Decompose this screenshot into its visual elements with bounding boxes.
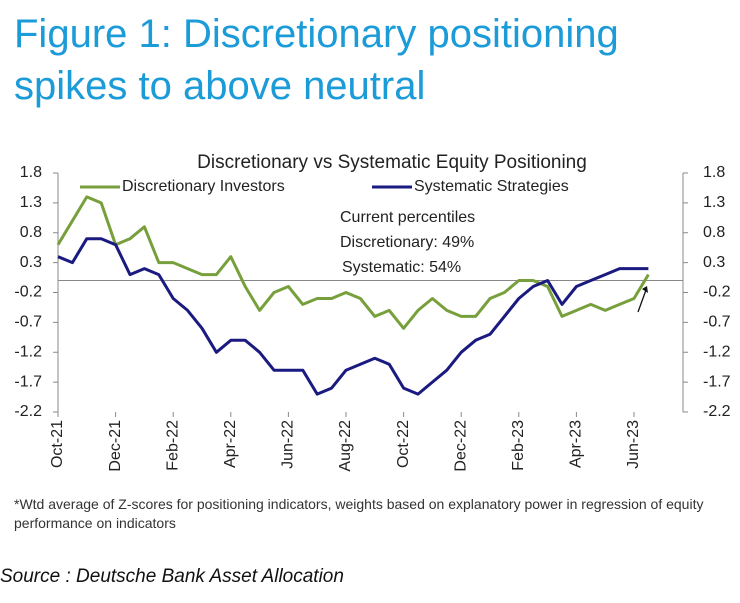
y2-tick-label: -2.2 xyxy=(703,403,731,420)
x-tick-label: Jun-23 xyxy=(625,420,642,469)
y2-tick-label: 1.8 xyxy=(703,164,725,181)
series-line xyxy=(57,237,649,396)
x-tick-label: Oct-22 xyxy=(395,420,412,468)
y-tick-label: 0.8 xyxy=(20,224,42,241)
y2-tick-label: -1.2 xyxy=(703,343,731,360)
y2-tick-label: 0.8 xyxy=(703,224,725,241)
y2-tick-label: -0.2 xyxy=(703,284,731,301)
annotation: Current percentiles xyxy=(340,209,475,226)
series-line xyxy=(56,195,650,330)
y2-tick-label: 0.3 xyxy=(703,254,725,271)
x-tick-label: Dec-21 xyxy=(107,420,124,472)
y-tick-label: -0.2 xyxy=(14,284,42,301)
x-tick-label: Dec-22 xyxy=(452,420,469,472)
y2-tick-label: 1.3 xyxy=(703,194,725,211)
heading: Figure 1: Discretionary positioning spik… xyxy=(14,12,619,108)
y-tick-label: 1.3 xyxy=(20,194,42,211)
y-tick-label: -1.2 xyxy=(14,343,42,360)
source: Source : Deutsche Bank Asset Allocation xyxy=(0,566,344,587)
y-tick-label: 0.3 xyxy=(20,254,42,271)
annotation: Discretionary: 49% xyxy=(340,234,474,251)
chart: Discretionary vs Systematic Equity Posit… xyxy=(14,152,731,472)
footnote: *Wtd average of Z-scores for positioning… xyxy=(14,496,704,531)
x-tick-label: Feb-22 xyxy=(164,420,181,471)
x-tick-label: Apr-22 xyxy=(222,420,239,468)
y-tick-label: -1.7 xyxy=(14,373,42,390)
y2-tick-label: -1.7 xyxy=(703,373,731,390)
y-tick-label: 1.8 xyxy=(20,164,42,181)
y-tick-label: -0.7 xyxy=(14,314,42,331)
x-tick-label: Apr-23 xyxy=(568,420,585,468)
chart-title: Discretionary vs Systematic Equity Posit… xyxy=(197,152,587,173)
legend-label: Systematic Strategies xyxy=(414,178,569,195)
arrow xyxy=(637,289,647,313)
annotation: Systematic: 54% xyxy=(342,259,461,276)
x-tick-label: Aug-22 xyxy=(337,420,354,472)
y2-tick-label: -0.7 xyxy=(703,314,731,331)
arrow-head xyxy=(642,286,648,293)
y-tick-label: -2.2 xyxy=(14,403,42,420)
legend-label: Discretionary Investors xyxy=(122,178,285,195)
x-tick-label: Oct-21 xyxy=(49,420,66,468)
x-tick-label: Jun-22 xyxy=(280,420,297,469)
x-tick-label: Feb-23 xyxy=(510,420,527,471)
